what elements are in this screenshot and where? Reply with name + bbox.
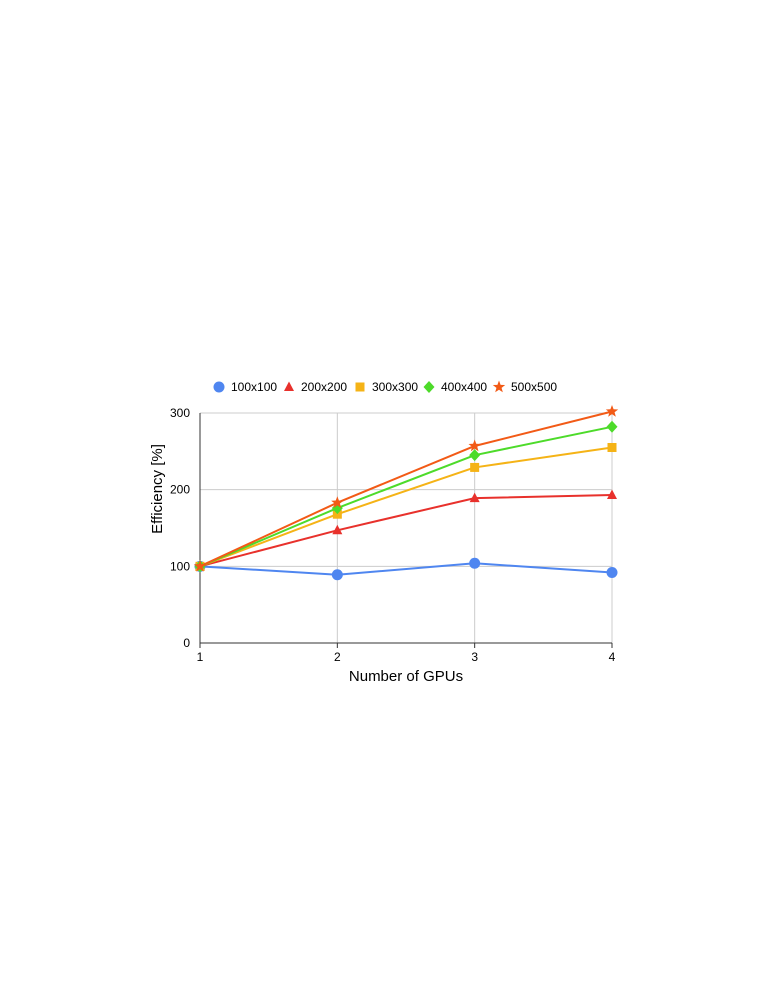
data-point-star [605, 404, 619, 417]
data-point-star [193, 559, 207, 572]
legend: 100x100 200x200 300x300 400x400 500x500 [213, 380, 557, 394]
data-point-circle [469, 557, 481, 569]
series-line [199, 410, 613, 568]
data-point-square [607, 443, 617, 452]
legend-label: 200x200 [301, 380, 347, 394]
series-line [199, 425, 613, 568]
legend-label: 400x400 [441, 380, 487, 394]
legend-label: 300x300 [372, 380, 418, 394]
grid-lines [200, 412, 613, 643]
x-tick-label: 2 [334, 650, 341, 664]
legend-marker-star [492, 380, 506, 393]
data-point-circle [606, 566, 618, 578]
x-axis-title: Number of GPUs [349, 668, 463, 685]
series-line [199, 446, 613, 568]
data-point-circle [331, 569, 343, 581]
data-point-triangle [469, 492, 480, 503]
y-axis-title: Efficiency [%] [149, 444, 166, 534]
data-point-star [331, 496, 344, 508]
series-layer [193, 404, 619, 581]
y-tick-label: 100 [170, 559, 190, 573]
data-point-square [470, 462, 480, 472]
legend-marker-square [355, 382, 365, 392]
legend-item: 400x400 [423, 380, 487, 394]
legend-label: 100x100 [231, 380, 277, 394]
legend-marker-triangle [284, 381, 294, 391]
legend-item: 300x300 [355, 380, 418, 394]
series-500x500 [193, 404, 619, 572]
data-point-triangle [332, 524, 343, 535]
legend-item: 200x200 [284, 380, 347, 394]
series-line [199, 494, 613, 568]
y-tick-label: 0 [183, 636, 190, 650]
y-tick-label: 200 [170, 483, 190, 497]
axes: 0 100 200 300 1 2 3 4 [170, 406, 616, 664]
legend-marker-diamond [423, 381, 435, 393]
series-200x200 [195, 489, 617, 571]
x-tick-label: 4 [609, 650, 616, 664]
legend-item: 500x500 [492, 380, 557, 394]
data-point-star [468, 439, 481, 452]
data-point-diamond [469, 449, 481, 462]
legend-label: 500x500 [511, 380, 557, 394]
series-line [199, 562, 613, 576]
legend-item: 100x100 [213, 380, 277, 394]
data-point-diamond [606, 420, 618, 433]
x-tick-label: 3 [471, 650, 478, 664]
legend-marker-circle [213, 381, 225, 393]
series-100x100 [194, 557, 618, 581]
x-tick-label: 1 [197, 650, 204, 664]
y-tick-label: 300 [170, 406, 190, 420]
data-point-triangle [607, 489, 617, 500]
data-point-square [332, 509, 342, 519]
